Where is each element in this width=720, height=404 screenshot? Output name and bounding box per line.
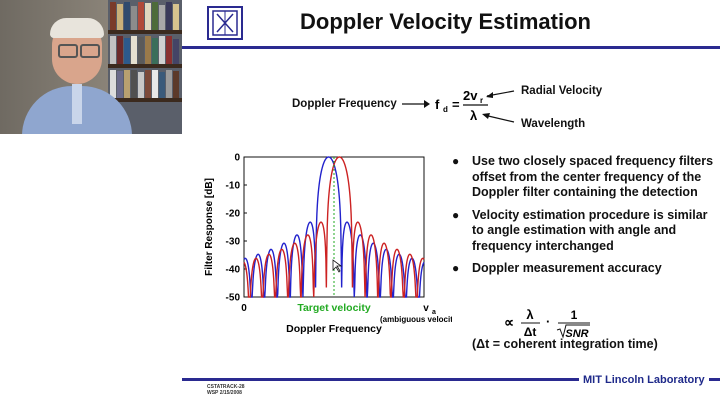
- bullet-dot-icon: ●: [452, 207, 460, 222]
- formula-lambda: λ: [526, 307, 534, 322]
- filter-response-chart: 0-10-20-30-40-50 Filter Response [dB] 0 …: [204, 153, 452, 336]
- footer-code-line: CSTATRACK-28: [207, 384, 245, 390]
- x-axis-label: Doppler Frequency: [286, 323, 382, 335]
- doppler-frequency-label: Doppler Frequency: [292, 98, 397, 110]
- x-tick-va-subscript: a: [432, 309, 436, 316]
- radial-velocity-label: Radial Velocity: [521, 85, 603, 97]
- title-divider: [182, 46, 720, 49]
- mouse-cursor-icon: [332, 259, 343, 273]
- x-tick-va: v: [423, 303, 429, 314]
- integration-time-note: (Δt = coherent integration time): [472, 337, 658, 351]
- fd-symbol: f: [435, 97, 440, 112]
- y-tick-label: -50: [226, 293, 241, 304]
- y-tick-label: -30: [226, 237, 241, 248]
- bullet-item: ● Use two closely spaced frequency filter…: [452, 154, 714, 199]
- doppler-equation: f d = 2v r λ: [402, 88, 515, 123]
- bullet-item: ● Doppler measurement accuracy: [452, 261, 662, 275]
- accuracy-formula: ∝ λ Δt · 1 SNR: [504, 307, 590, 340]
- formula-one: 1: [571, 308, 578, 322]
- lincoln-lab-logo-icon: [207, 6, 243, 40]
- formula-delta-t: Δt: [524, 325, 537, 339]
- arrow-wavelength: [483, 114, 515, 123]
- equals-sign: =: [452, 97, 460, 112]
- bullet-dot-icon: ●: [452, 261, 460, 275]
- y-tick-label: -20: [226, 209, 241, 220]
- ambiguous-velocity-note: (ambiguous velocity): [380, 315, 452, 324]
- wavelength-label: Wavelength: [521, 118, 586, 130]
- footer-divider: [182, 378, 720, 381]
- bullet-dot-icon: ●: [452, 154, 460, 168]
- filter-response-curve: [243, 156, 425, 298]
- slide-title: Doppler Velocity Estimation: [300, 9, 591, 34]
- bullet-list: ● Use two closely spaced frequency filter…: [452, 154, 714, 284]
- formula-snr: SNR: [565, 328, 588, 340]
- numerator-subscript: r: [480, 96, 483, 105]
- presenter-video: [0, 0, 182, 134]
- footer-slide-code: CSTATRACK-28 WSP 2/15/2008: [207, 384, 245, 396]
- y-tick-label: -40: [226, 265, 241, 276]
- y-axis-label: Filter Response [dB]: [204, 178, 215, 276]
- x-tick-zero: 0: [241, 303, 247, 314]
- target-velocity-label: Target velocity: [297, 302, 370, 314]
- fd-subscript: d: [443, 105, 448, 114]
- bullet-item: ● Velocity estimation procedure is simila…: [452, 207, 708, 253]
- proportional-symbol: ∝: [504, 314, 514, 330]
- lambda-symbol: λ: [470, 108, 478, 123]
- y-tick-label: 0: [234, 153, 240, 164]
- formula-dot: ·: [546, 314, 550, 329]
- footer-code-line: WSP 2/15/2008: [207, 390, 242, 396]
- numerator-2v: 2v: [463, 88, 478, 103]
- footer-lab-name: MIT Lincoln Laboratory: [579, 374, 709, 386]
- y-tick-label: -10: [226, 181, 241, 192]
